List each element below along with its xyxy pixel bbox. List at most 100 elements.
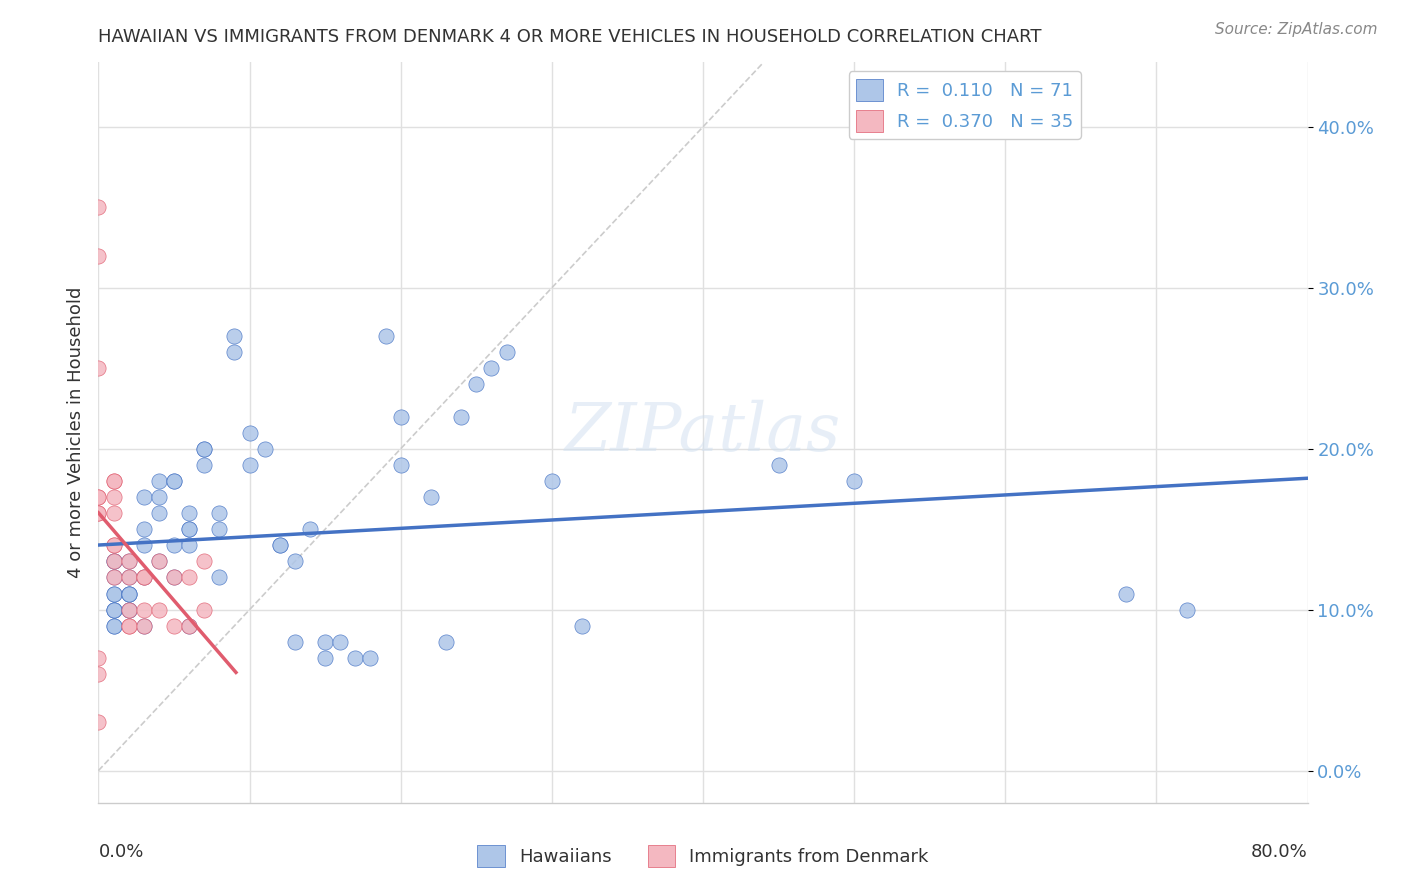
Point [768,458,790,472]
Point [419,490,441,504]
Point [103,554,125,568]
Point [314,651,336,665]
Point [118,602,141,616]
Point [103,586,125,600]
Point [177,522,201,536]
Point [87,200,110,214]
Point [314,635,336,649]
Point [208,506,231,520]
Point [103,474,125,488]
Point [118,554,141,568]
Point [103,602,125,616]
Point [103,570,125,584]
Point [103,538,125,552]
Point [193,602,215,616]
Point [253,442,276,456]
Point [87,651,110,665]
Point [360,651,382,665]
Point [118,586,141,600]
Legend: R =  0.110   N = 71, R =  0.370   N = 35: R = 0.110 N = 71, R = 0.370 N = 35 [849,71,1081,139]
Point [87,490,110,504]
Point [148,474,170,488]
Point [844,474,866,488]
Point [1175,602,1198,616]
Point [208,570,231,584]
Point [87,249,110,263]
Point [163,474,186,488]
Point [118,619,141,633]
Point [177,522,201,536]
Point [239,458,262,472]
Point [540,474,562,488]
Point [132,570,155,584]
Point [87,361,110,376]
Point [481,361,503,376]
Point [118,602,141,616]
Point [329,635,352,649]
Text: 0.0%: 0.0% [98,843,143,861]
Point [87,506,110,520]
Point [193,554,215,568]
Point [239,425,262,440]
Point [118,586,141,600]
Point [148,554,170,568]
Point [450,409,472,424]
Point [118,619,141,633]
Point [163,619,186,633]
Point [163,570,186,584]
Point [269,538,291,552]
Text: Source: ZipAtlas.com: Source: ZipAtlas.com [1215,22,1378,37]
Point [434,635,457,649]
Point [177,619,201,633]
Point [103,619,125,633]
Point [103,538,125,552]
Point [103,619,125,633]
Point [148,554,170,568]
Point [103,554,125,568]
Point [177,506,201,520]
Point [103,570,125,584]
Point [389,409,412,424]
Point [87,667,110,681]
Point [148,490,170,504]
Point [132,619,155,633]
Point [177,538,201,552]
Point [87,506,110,520]
Point [148,602,170,616]
Point [163,474,186,488]
Point [118,570,141,584]
Point [177,619,201,633]
Point [163,538,186,552]
Point [208,522,231,536]
Point [389,458,412,472]
Point [163,570,186,584]
Point [103,602,125,616]
Point [103,586,125,600]
Point [118,602,141,616]
Point [193,442,215,456]
Point [132,522,155,536]
Point [193,442,215,456]
Point [284,635,307,649]
Point [118,570,141,584]
Point [224,329,246,343]
Point [87,715,110,730]
Point [193,458,215,472]
Point [132,538,155,552]
Point [148,506,170,520]
Point [1115,586,1137,600]
Point [103,490,125,504]
Point [284,554,307,568]
Text: ZIPatlas: ZIPatlas [565,400,841,466]
Point [118,586,141,600]
Point [103,506,125,520]
Point [269,538,291,552]
Point [132,570,155,584]
Point [177,570,201,584]
Point [344,651,367,665]
Point [103,474,125,488]
Point [571,619,593,633]
Legend: Hawaiians, Immigrants from Denmark: Hawaiians, Immigrants from Denmark [470,838,936,874]
Point [132,619,155,633]
Point [132,602,155,616]
